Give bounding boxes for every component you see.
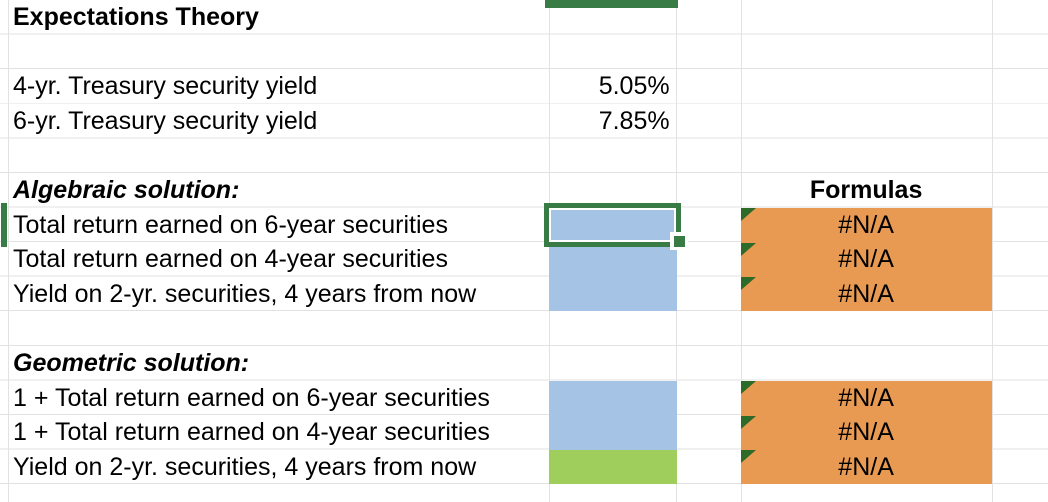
- algebraic-result-1[interactable]: #N/A: [838, 245, 894, 274]
- error-triangle-icon: [741, 277, 756, 291]
- fill-handle[interactable]: [673, 235, 685, 247]
- gridline-col-d-e: [991, 0, 993, 502]
- formula-cells-algebraic[interactable]: [741, 207, 992, 312]
- row-header-selection-indicator: [1, 203, 7, 247]
- input-label-6yr[interactable]: 6-yr. Treasury security yield: [13, 106, 318, 135]
- input-label-4yr[interactable]: 4-yr. Treasury security yield: [13, 72, 318, 101]
- geometric-row-label-0[interactable]: 1 + Total return earned on 6-year securi…: [13, 383, 490, 412]
- gridline-col-left: [8, 0, 9, 502]
- algebraic-row-label-2[interactable]: Yield on 2-yr. securities, 4 years from …: [13, 279, 477, 308]
- error-triangle-icon: [741, 381, 756, 394]
- algebraic-result-2[interactable]: #N/A: [838, 279, 894, 308]
- algebraic-row-label-0[interactable]: Total return earned on 6-year securities: [13, 210, 448, 239]
- geometric-result-1[interactable]: #N/A: [838, 418, 894, 447]
- geometric-result-2[interactable]: #N/A: [838, 452, 894, 481]
- input-cells-algebraic[interactable]: [548, 207, 677, 312]
- input-value-6yr[interactable]: 7.85%: [598, 106, 670, 135]
- result-cell-green[interactable]: [548, 449, 677, 485]
- selection-remnant-top-bar: [544, 0, 678, 8]
- geometric-section-heading[interactable]: Geometric solution:: [13, 348, 250, 377]
- formula-cells-geometric[interactable]: [741, 380, 992, 485]
- input-cells-geometric[interactable]: [548, 380, 677, 450]
- error-triangle-icon: [741, 415, 756, 429]
- algebraic-section-heading[interactable]: Algebraic solution:: [13, 175, 240, 204]
- formulas-header-cell[interactable]: Formulas: [809, 175, 923, 204]
- selected-cell-border: [544, 202, 681, 247]
- error-triangle-icon: [741, 450, 756, 464]
- geometric-row-label-1[interactable]: 1 + Total return earned on 4-year securi…: [13, 418, 490, 447]
- algebraic-result-0[interactable]: #N/A: [838, 210, 894, 239]
- geometric-row-label-2[interactable]: Yield on 2-yr. securities, 4 years from …: [13, 452, 477, 481]
- geometric-result-0[interactable]: #N/A: [838, 383, 894, 412]
- error-triangle-icon: [741, 208, 756, 221]
- sheet-title-cell[interactable]: Expectations Theory: [13, 3, 259, 31]
- algebraic-row-label-1[interactable]: Total return earned on 4-year securities: [13, 245, 448, 274]
- error-triangle-icon: [741, 242, 756, 256]
- input-value-4yr[interactable]: 5.05%: [598, 72, 670, 101]
